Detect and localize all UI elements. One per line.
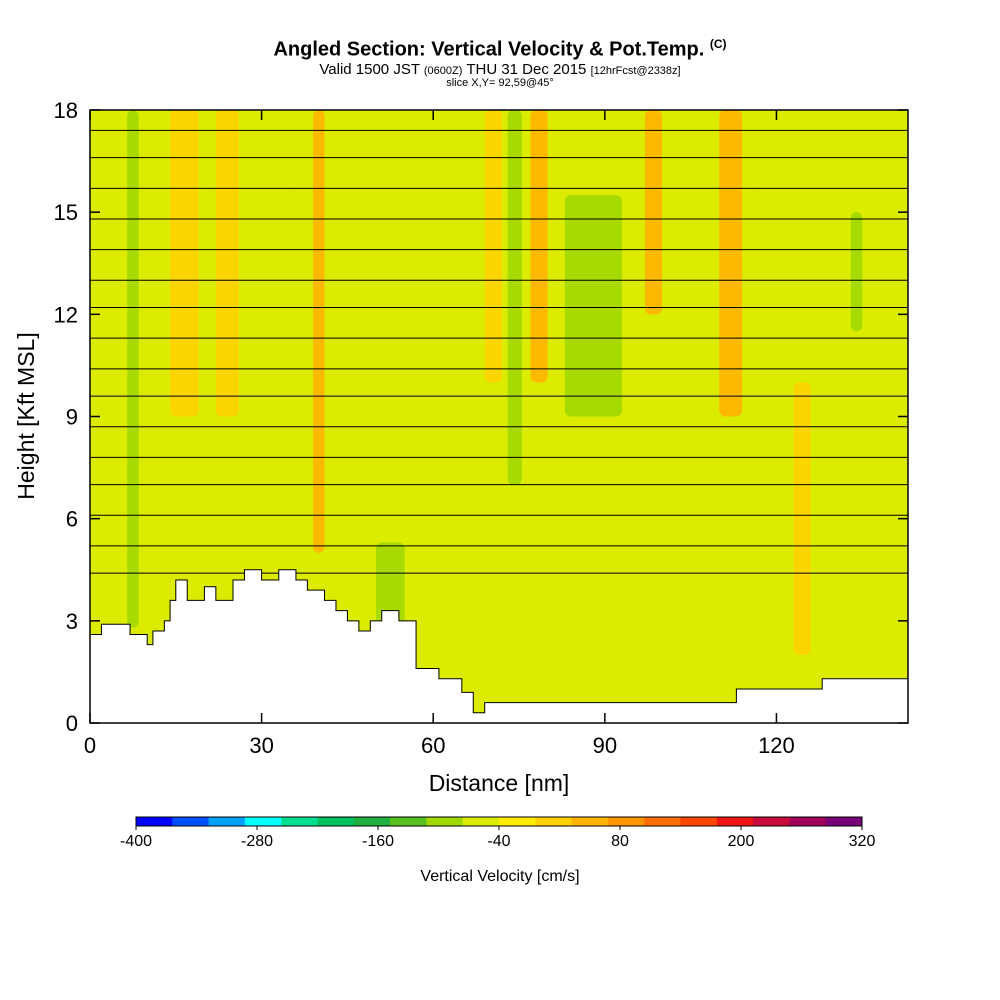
forecast-info: [12hrFcst@2338z]	[590, 65, 681, 77]
velocity-band	[850, 212, 863, 332]
colorbar-swatch	[172, 817, 210, 826]
colorbar-swatch	[789, 817, 827, 826]
colorbar-label: Vertical Velocity [cm/s]	[420, 868, 579, 885]
colorbar-swatch	[136, 817, 173, 826]
velocity-band	[530, 110, 548, 383]
x-tick-label: 120	[758, 733, 795, 758]
velocity-band	[330, 110, 339, 587]
chart-title-units: (C)	[709, 37, 727, 51]
velocity-band	[152, 110, 162, 621]
colorbar-swatch	[680, 817, 718, 826]
velocity-band	[284, 110, 296, 570]
velocity-band	[215, 110, 239, 417]
velocity-band	[170, 110, 199, 417]
colorbar-swatch	[535, 817, 573, 826]
valid-date: THU 31 Dec 2015	[466, 61, 587, 78]
x-tick-label: 0	[84, 733, 96, 758]
colorbar-swatch	[825, 817, 863, 826]
colorbar-swatch	[462, 817, 500, 826]
colorbar-swatch	[390, 817, 427, 826]
velocity-band	[313, 110, 325, 553]
x-tick-label: 60	[421, 733, 445, 758]
axis-ticks: 0 30 60 90 120 0 3 6 9 12 15 18	[54, 98, 908, 758]
y-tick-label: 9	[66, 405, 78, 430]
y-tick-label: 3	[66, 609, 78, 634]
colorbar-swatch	[208, 817, 246, 826]
colorbar-swatch	[716, 817, 754, 826]
y-axis-label: Height [Kft MSL]	[13, 332, 39, 499]
colorbar-tick-label: -40	[487, 833, 510, 850]
terrain-mask	[90, 569, 908, 723]
y-tick-label: 12	[54, 302, 78, 327]
colorbar-tick-label: 320	[849, 833, 876, 850]
x-tick-label: 30	[249, 733, 273, 758]
colorbar-tick-label: 80	[611, 833, 629, 850]
velocity-band	[376, 542, 405, 632]
colorbar-swatch	[499, 817, 536, 826]
pot-temp-isotherms	[90, 129, 908, 574]
colorbar-swatch	[353, 817, 391, 826]
colorbar-swatch	[571, 817, 609, 826]
chart-title: Angled Section: Vertical Velocity & Pot.…	[0, 37, 1000, 62]
valid-prefix: Valid 1500 JST	[319, 61, 420, 78]
colorbar-tick-label: 200	[728, 833, 755, 850]
colorbar-swatch	[281, 817, 318, 826]
velocity-band	[484, 110, 502, 383]
colorbar-swatch	[753, 817, 790, 826]
y-tick-label: 18	[54, 98, 78, 123]
x-tick-label: 90	[593, 733, 617, 758]
y-tick-label: 6	[66, 507, 78, 532]
x-axis-label: Distance [nm]	[429, 770, 570, 796]
colorbar-swatch	[644, 817, 681, 826]
colorbar-tick-label: -160	[362, 833, 394, 850]
colorbar-swatch	[607, 817, 645, 826]
valid-time-line: Valid 1500 JST (0600Z) THU 31 Dec 2015 […	[0, 61, 1000, 78]
colorbar-tick-label: -400	[120, 833, 152, 850]
velocity-band	[793, 382, 811, 655]
chart-title-text: Angled Section: Vertical Velocity & Pot.…	[273, 38, 705, 61]
terrain-profile	[90, 569, 908, 723]
velocity-band	[644, 110, 663, 315]
colorbar-tick-label: -280	[241, 833, 273, 850]
velocity-band	[719, 110, 743, 417]
y-tick-label: 0	[66, 711, 78, 736]
colorbar-swatch	[317, 817, 355, 826]
velocity-band	[507, 110, 522, 485]
colorbar: -400 -280 -160 -40 80 200 320	[120, 816, 876, 850]
velocity-band	[753, 110, 765, 383]
colorbar-swatch	[244, 817, 282, 826]
y-tick-label: 15	[54, 200, 78, 225]
slice-info: slice X,Y= 92,59@45°	[446, 77, 554, 89]
velocity-band	[564, 195, 622, 417]
valid-utc: (0600Z)	[423, 65, 463, 77]
colorbar-swatch	[426, 817, 464, 826]
